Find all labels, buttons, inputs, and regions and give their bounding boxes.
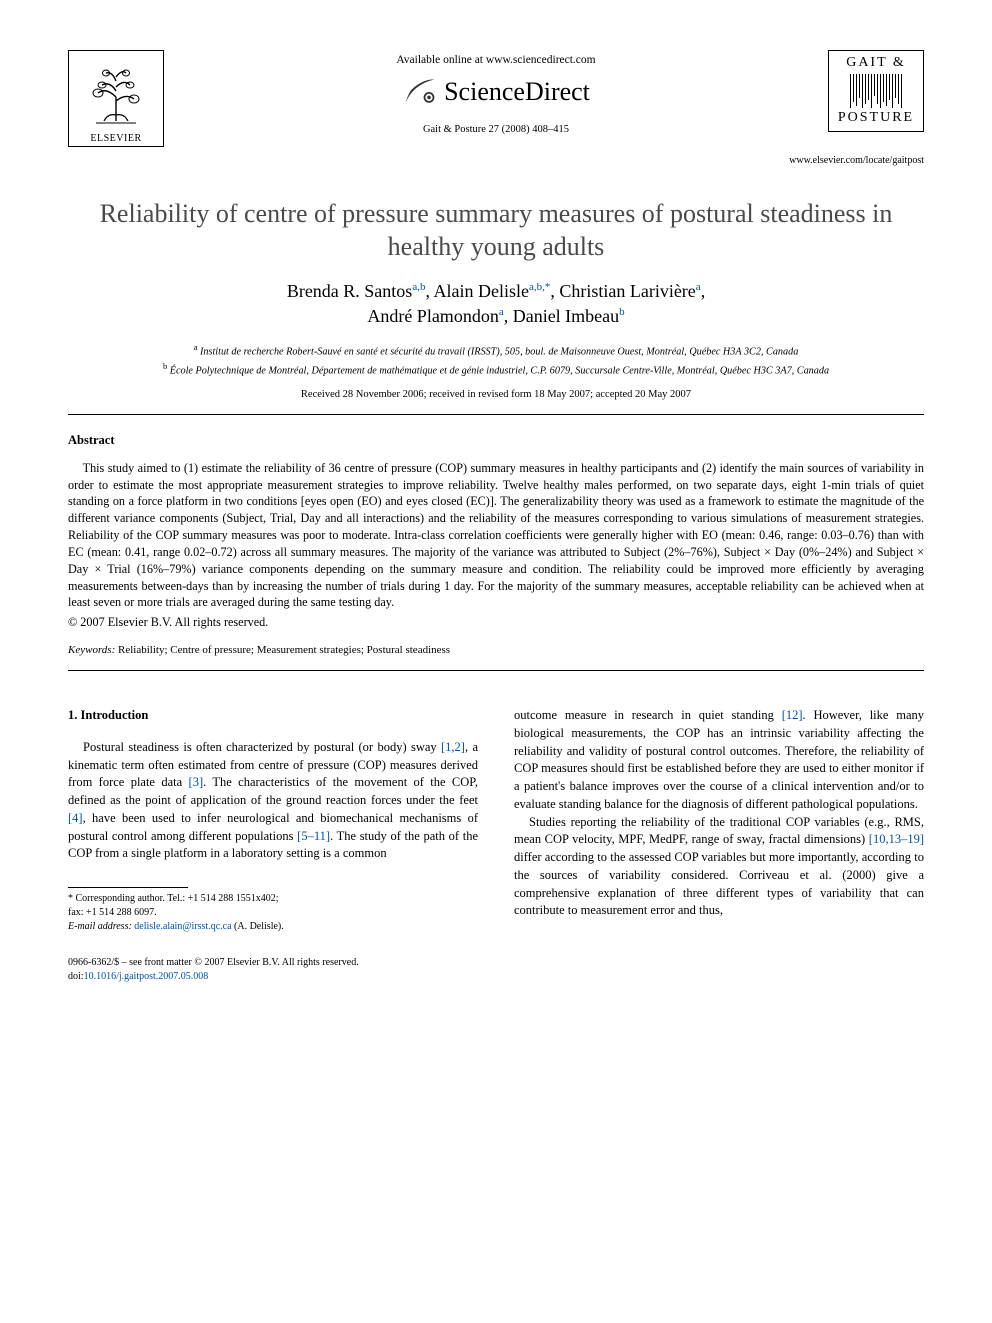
corresponding-author-footnote: * Corresponding author. Tel.: +1 514 288… <box>68 892 478 934</box>
corr-email: E-mail address: delisle.alain@irsst.qc.c… <box>68 920 478 934</box>
keywords-label: Keywords: <box>68 644 115 656</box>
affiliations-block: a Institut de recherche Robert-Sauvé en … <box>68 341 924 378</box>
abstract-body: This study aimed to (1) estimate the rel… <box>68 460 924 611</box>
ref-5-11[interactable]: [5–11] <box>297 829 330 843</box>
doi-label: doi: <box>68 971 84 982</box>
article-title: Reliability of centre of pressure summar… <box>68 198 924 263</box>
article-dates: Received 28 November 2006; received in r… <box>68 389 924 400</box>
center-header: Available online at www.sciencedirect.co… <box>164 50 828 135</box>
footnote-separator <box>68 887 188 888</box>
abstract-paragraph: This study aimed to (1) estimate the rel… <box>68 460 924 611</box>
sciencedirect-swoosh-icon <box>402 74 438 110</box>
citation-text: Gait & Posture 27 (2008) 408–415 <box>164 124 828 135</box>
elsevier-tree-icon <box>75 57 157 127</box>
author-4-aff[interactable]: a <box>499 306 504 318</box>
sciencedirect-text: ScienceDirect <box>444 77 590 107</box>
corr-line1: * Corresponding author. Tel.: +1 514 288… <box>68 892 478 906</box>
doi-link[interactable]: 10.1016/j.gaitpost.2007.05.008 <box>84 971 209 982</box>
author-5-aff[interactable]: b <box>619 306 625 318</box>
sciencedirect-logo: ScienceDirect <box>164 74 828 110</box>
author-2-aff[interactable]: a,b, <box>529 281 545 293</box>
column-left: 1. Introduction Postural steadiness is o… <box>68 707 478 983</box>
page-container: ELSEVIER Available online at www.science… <box>0 0 992 1023</box>
author-3-aff[interactable]: a <box>696 281 701 293</box>
author-3: Christian Larivière <box>559 281 695 301</box>
journal-barcode-icon <box>833 74 919 108</box>
abstract-heading: Abstract <box>68 433 924 448</box>
author-2-corr[interactable]: * <box>545 281 551 293</box>
elsevier-label: ELSEVIER <box>73 133 159 144</box>
ref-10-13-19[interactable]: [10,13–19] <box>869 832 924 846</box>
header-row: ELSEVIER Available online at www.science… <box>68 50 924 147</box>
author-2: Alain Delisle <box>433 281 528 301</box>
col1-para1: Postural steadiness is often characteriz… <box>68 739 478 863</box>
footer-block: 0966-6362/$ – see front matter © 2007 El… <box>68 956 478 983</box>
available-online-text: Available online at www.sciencedirect.co… <box>164 54 828 66</box>
ref-1-2[interactable]: [1,2] <box>441 740 465 754</box>
ref-12[interactable]: [12] <box>782 708 803 722</box>
authors-block: Brenda R. Santosa,b, Alain Delislea,b,*,… <box>68 279 924 329</box>
col2-para2: Studies reporting the reliability of the… <box>514 814 924 921</box>
author-5: Daniel Imbeau <box>513 306 619 326</box>
col2-para1: outcome measure in research in quiet sta… <box>514 707 924 814</box>
journal-logo-line2: POSTURE <box>833 110 919 127</box>
ref-4[interactable]: [4] <box>68 811 83 825</box>
rule-top <box>68 414 924 415</box>
email-label: E-mail address: <box>68 921 132 932</box>
corr-line2: fax: +1 514 288 6097. <box>68 906 478 920</box>
journal-url[interactable]: www.elsevier.com/locate/gaitpost <box>68 155 924 166</box>
footer-front-matter: 0966-6362/$ – see front matter © 2007 El… <box>68 956 478 970</box>
keywords-block: Keywords: Reliability; Centre of pressur… <box>68 644 924 656</box>
author-1-aff[interactable]: a,b <box>412 281 425 293</box>
email-link[interactable]: delisle.alain@irsst.qc.ca <box>134 921 231 932</box>
abstract-copyright: © 2007 Elsevier B.V. All rights reserved… <box>68 615 924 630</box>
journal-logo-line1: GAIT & <box>833 55 919 72</box>
email-person: (A. Delisle). <box>234 921 284 932</box>
author-1: Brenda R. Santos <box>287 281 413 301</box>
section-1-heading: 1. Introduction <box>68 707 478 725</box>
journal-logo-box: GAIT & POSTURE <box>828 50 924 132</box>
author-4: André Plamondon <box>367 306 498 326</box>
elsevier-logo-box: ELSEVIER <box>68 50 164 147</box>
keywords-text: Reliability; Centre of pressure; Measure… <box>118 644 450 656</box>
column-right: outcome measure in research in quiet sta… <box>514 707 924 983</box>
affiliation-b: École Polytechnique de Montréal, Départe… <box>170 365 829 376</box>
ref-3[interactable]: [3] <box>189 775 204 789</box>
footer-doi: doi:10.1016/j.gaitpost.2007.05.008 <box>68 970 478 984</box>
main-columns: 1. Introduction Postural steadiness is o… <box>68 707 924 983</box>
affiliation-a: Institut de recherche Robert-Sauvé en sa… <box>200 347 798 358</box>
rule-bottom <box>68 670 924 671</box>
